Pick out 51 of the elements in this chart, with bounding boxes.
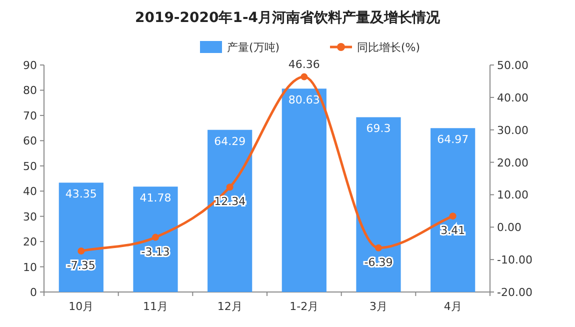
data-label: 12.34: [214, 195, 246, 208]
y2-tick-label: 20.00: [497, 156, 528, 170]
x-tick-label: 12月: [217, 300, 242, 313]
y-tick-label: 0: [30, 286, 37, 299]
x-tick-label: 4月: [444, 300, 462, 313]
point: [226, 184, 234, 191]
data-label: 64.29: [214, 134, 246, 148]
x-tick-label: 1-2月: [290, 300, 319, 313]
data-label: 41.78: [140, 192, 172, 205]
legend-label: 产量(万吨): [227, 41, 280, 54]
y2-tick-label: -10.00: [497, 254, 532, 267]
x-tick-label: 10月: [68, 300, 94, 313]
point: [449, 212, 456, 220]
y-tick-label: 20: [23, 236, 37, 249]
data-label: 69.3: [366, 122, 391, 136]
data-label: 3.41: [440, 224, 466, 238]
legend-label: 同比增长(%): [357, 41, 420, 54]
y2-tick-label: 10.00: [497, 188, 528, 202]
data-label: -3.13: [141, 245, 170, 258]
bar: [208, 130, 252, 292]
data-label: -7.35: [66, 258, 96, 272]
y-tick-label: 70: [23, 109, 37, 122]
point: [375, 244, 382, 252]
data-label: 64.97: [437, 133, 469, 146]
y2-tick-label: 40.00: [497, 91, 528, 104]
x-tick-label: 3月: [370, 300, 388, 313]
point: [300, 73, 308, 80]
bar: [133, 186, 178, 292]
y2-tick-label: 0.00: [497, 221, 522, 234]
y-tick-label: 80: [23, 84, 37, 98]
y-tick-label: 90: [23, 59, 37, 72]
bar: [282, 88, 326, 292]
data-label: 80.63: [288, 94, 320, 107]
data-label: 46.36: [288, 58, 320, 71]
y-tick-label: 60: [23, 134, 37, 148]
y2-tick-label: 30.00: [497, 124, 528, 137]
y-tick-label: 30: [23, 210, 37, 224]
point: [152, 234, 159, 241]
y-tick-label: 10: [23, 260, 37, 274]
data-label: -6.39: [364, 256, 393, 269]
point: [78, 247, 85, 254]
chart-title: 2019-2020年1-4月河南省饮料产量及增长情况: [134, 9, 442, 26]
bar: [356, 117, 401, 292]
x-tick-label: 11月: [143, 300, 168, 313]
y2-tick-label: -20.00: [497, 286, 532, 299]
y-tick-label: 40: [23, 185, 37, 198]
data-label: 43.35: [65, 188, 97, 201]
y-tick-label: 50: [23, 160, 37, 173]
y2-tick-label: 50.00: [497, 59, 528, 72]
bar: [430, 128, 476, 292]
bar: [58, 182, 104, 292]
